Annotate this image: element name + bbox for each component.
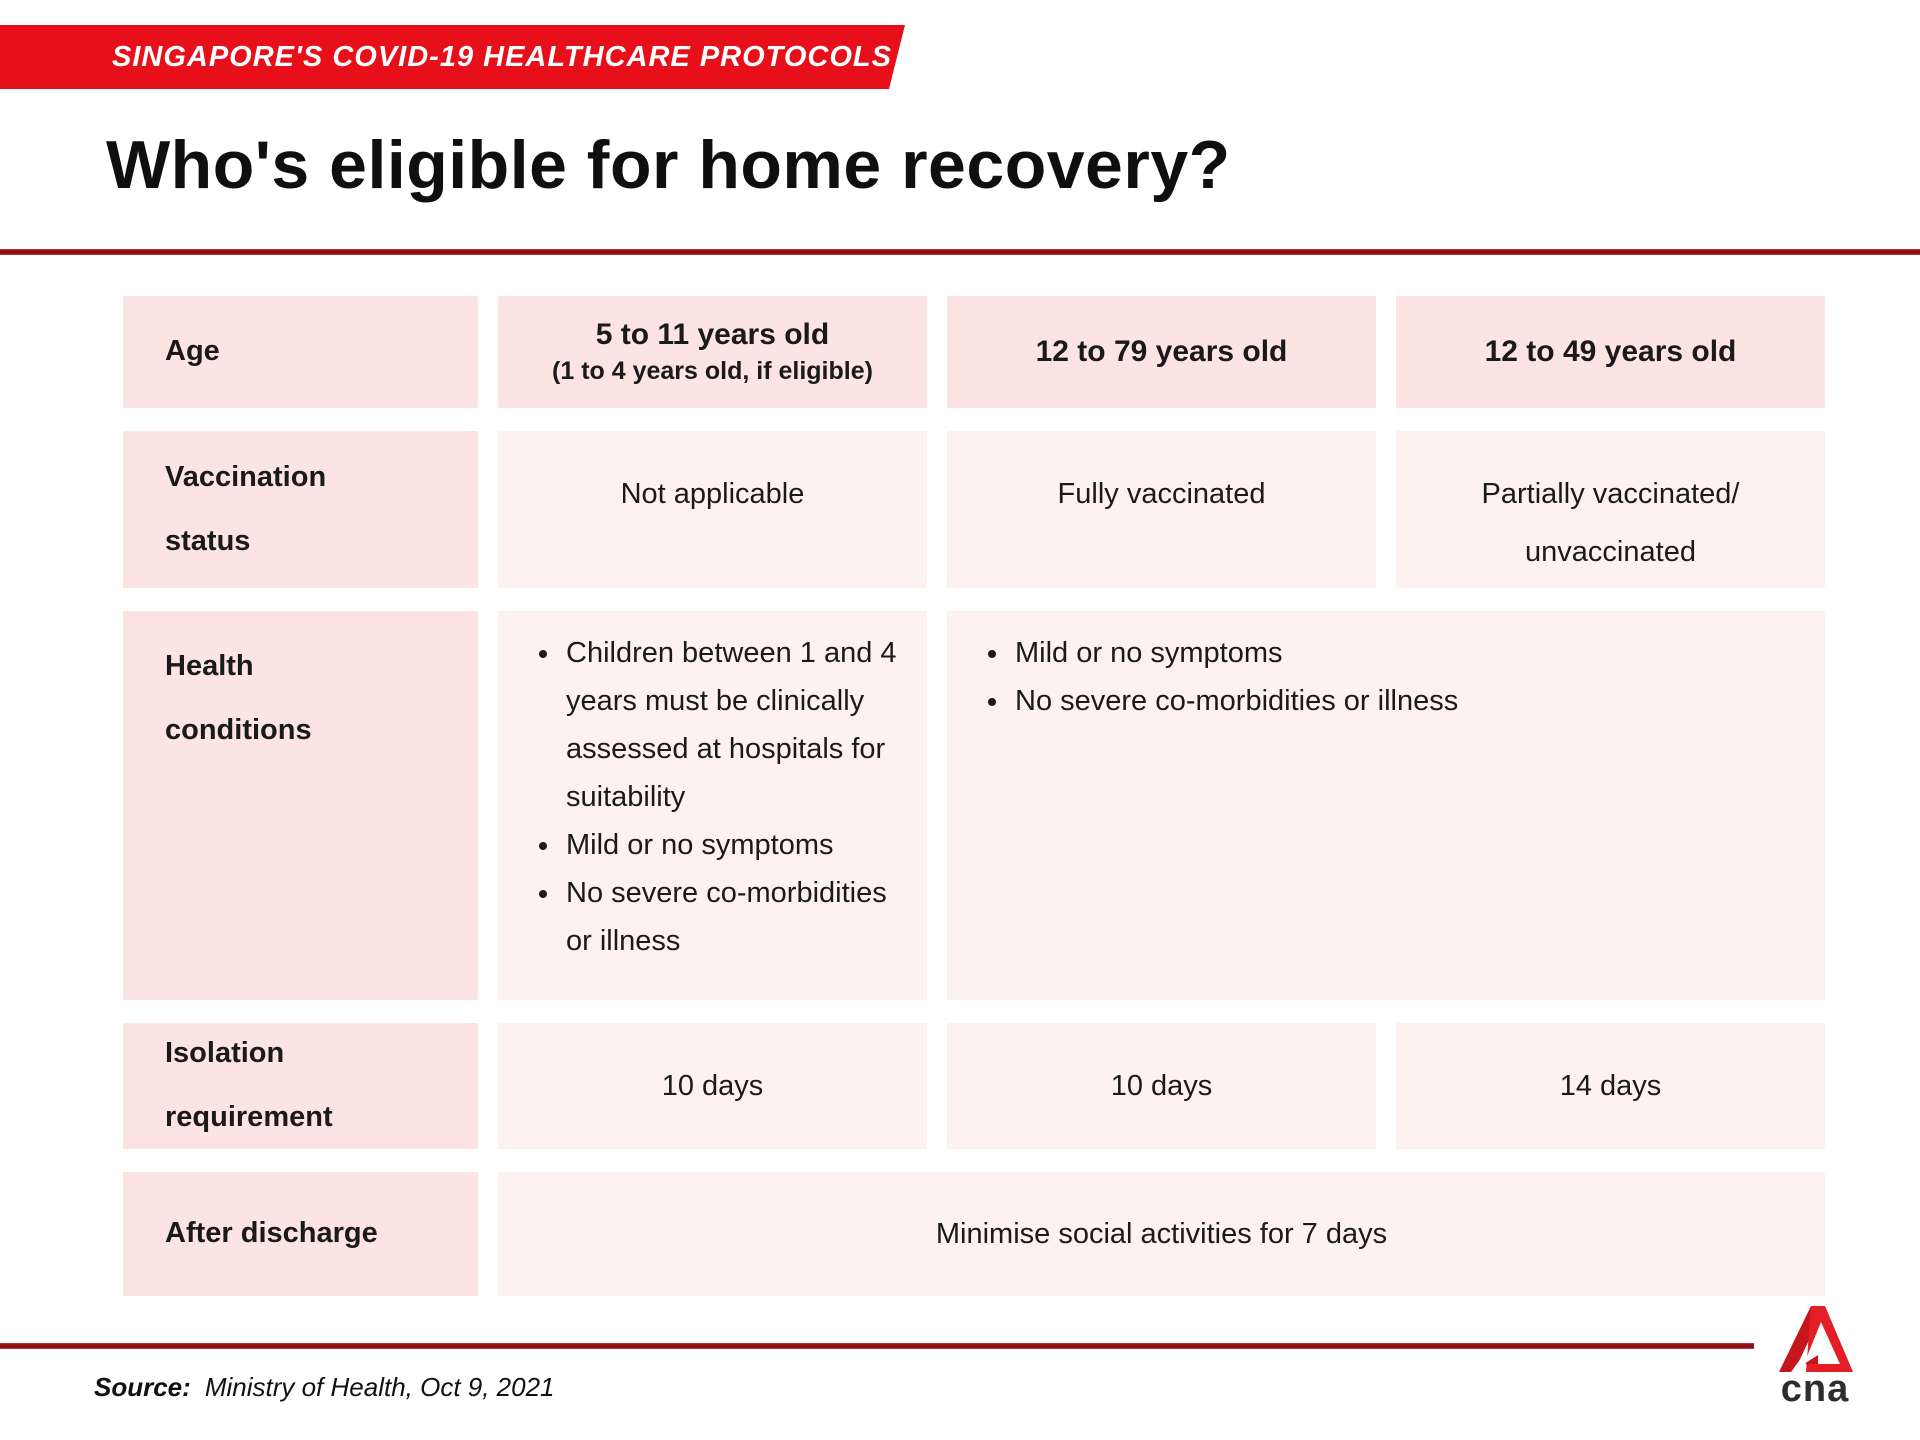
isolation-col2-cell: 10 days [947,1023,1376,1149]
isolation-col1-cell: 10 days [498,1023,927,1149]
age-group-1-main: 5 to 11 years old [595,318,830,351]
age-group-3-main: 12 to 49 years old [1484,335,1737,368]
isolation-row-label: Isolation requirement [123,1023,478,1149]
bullet-item: Mild or no symptoms [562,821,903,869]
age-group-1-sub: (1 to 4 years old, if eligible) [552,357,873,385]
bullet-item: No severe co-morbidities or illness [1011,677,1801,725]
health-col1-bullet-list: Children between 1 and 4 years must be c… [498,629,903,965]
bullet-item: No severe co-morbidities or illness [562,869,903,965]
health-merged-cell: Mild or no symptoms No severe co-morbidi… [947,611,1825,1000]
vaccination-col3-cell: Partially vaccinated/ unvaccinated [1396,431,1825,588]
health-merged-bullet-list: Mild or no symptoms No severe co-morbidi… [947,629,1801,725]
title-divider-line [0,249,1920,255]
cna-logo-icon [1779,1306,1853,1372]
source-label: Source: [94,1372,191,1402]
bullet-item: Children between 1 and 4 years must be c… [562,629,903,821]
health-row-label: Health conditions [123,611,478,1000]
cna-logo-text: cna [1780,1368,1850,1410]
footer-divider-line [0,1343,1754,1349]
age-group-2-main: 12 to 79 years old [1035,335,1288,368]
discharge-row-label: After discharge [123,1172,478,1296]
eligibility-table: Age 5 to 11 years old (1 to 4 years old,… [123,296,1825,1296]
bullet-item: Mild or no symptoms [1011,629,1801,677]
page-title: Who's eligible for home recovery? [106,127,1231,203]
vaccination-col1-cell: Not applicable [498,431,927,588]
source-text: Ministry of Health, Oct 9, 2021 [204,1372,555,1402]
cna-logo: cna [1774,1306,1856,1410]
discharge-merged-cell: Minimise social activities for 7 days [498,1172,1825,1296]
age-group-2-cell: 12 to 79 years old [947,296,1376,408]
header-banner: SINGAPORE'S COVID-19 HEALTHCARE PROTOCOL… [0,25,905,89]
vaccination-row-label: Vaccination status [123,431,478,588]
isolation-col3-cell: 14 days [1396,1023,1825,1149]
age-group-3-cell: 12 to 49 years old [1396,296,1825,408]
age-group-1-cell: 5 to 11 years old (1 to 4 years old, if … [498,296,927,408]
vaccination-col2-cell: Fully vaccinated [947,431,1376,588]
age-row-label: Age [123,296,478,408]
source-note: Source: Ministry of Health, Oct 9, 2021 [94,1372,555,1403]
banner-label: SINGAPORE'S COVID-19 HEALTHCARE PROTOCOL… [112,40,892,73]
health-col1-cell: Children between 1 and 4 years must be c… [498,611,927,1000]
